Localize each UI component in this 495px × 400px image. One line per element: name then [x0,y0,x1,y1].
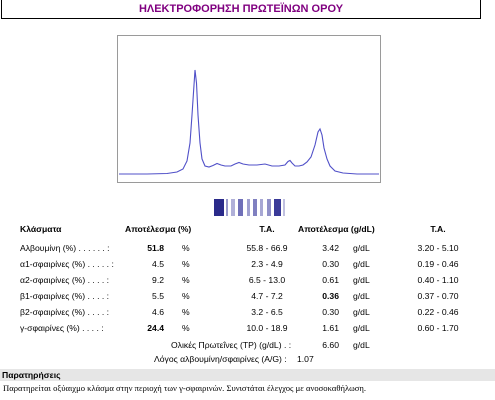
ref-range-pct: 4.7 - 7.2 [251,291,283,301]
result-pct-value: 9.2 [152,275,164,285]
pct-unit: % [182,259,190,269]
ref-range-gdl: 0.37 - 0.70 [417,291,459,301]
ref-range-pct: 3.2 - 6.5 [251,307,283,317]
gel-band-strip [212,199,290,216]
remarks-text: Παρατηρείται οξύαιχμο κλάσμα στην περιοχ… [3,383,367,393]
ag-ratio-row: Λόγος αλβουμίνη/σφαιρίνες (A/G) : 1.07 [0,352,495,366]
pct-unit: % [182,291,190,301]
table-row: Αλβουμίνη (%) . . . . . . : 51.8% 55.8 - 6… [0,241,495,255]
total-protein-unit: g/dL [353,340,370,350]
pct-unit: % [182,323,190,333]
table-row: α2-σφαιρίνες (%) . . . . : 9.2% 6.5 - 13.0… [0,273,495,287]
table-row: β2-σφαιρίνες (%) . . . . : 4.6% 3.2 - 6.5 0… [0,305,495,319]
total-protein-value: 6.60 [322,340,339,350]
result-gdl-value: 0.30 [322,307,339,317]
gamma-band [274,199,281,216]
table-row: α1-σφαιρίνες (%) . . . . . : 4.5% 2.3 - 4.… [0,257,495,271]
col-result-pct: Αποτέλεσμα (%) [125,224,192,234]
gdl-unit: g/dL [353,323,370,333]
fraction-name: α2-σφαιρίνες (%) . . . . : [20,275,110,285]
fraction-name: γ-σφαιρίνες (%) . . . . : [20,323,104,333]
result-gdl-value: 0.30 [322,259,339,269]
ref-range-gdl: 0.19 - 0.46 [417,259,459,269]
result-pct-value: 5.5 [152,291,164,301]
result-pct-value: 51.8 [147,243,164,253]
ag-ratio-value: 1.07 [297,354,314,364]
table-header: Κλάσματα Αποτέλεσμα (%) Τ.Α. Αποτέλεσμα … [0,222,495,236]
result-pct-value: 4.6 [152,307,164,317]
result-pct-value: 4.5 [152,259,164,269]
result-gdl-value: 0.61 [322,275,339,285]
total-protein-label: Ολικές Πρωτεΐνες (TP) (g/dL) . : [171,340,292,350]
col-ref-range-gdl: Τ.Α. [430,224,446,234]
table-row: β1-σφαιρίνες (%) . . . . : 5.5% 4.7 - 7.2 0… [0,289,495,303]
electrophoresis-plot [117,35,381,183]
ref-range-pct: 6.5 - 13.0 [248,275,286,285]
fraction-name: Αλβουμίνη (%) . . . . . . : [20,243,110,253]
col-ref-range-pct: Τ.Α. [259,224,275,234]
result-gdl-value: 0.36 [322,291,339,301]
result-pct-value: 24.4 [147,323,164,333]
ref-range-gdl: 0.60 - 1.70 [417,323,459,333]
report-title: ΗΛΕΚΤΡΟΦΟΡΗΣΗ ΠΡΩΤΕΪΝΩΝ ΟΡΟΥ [1,0,481,19]
plot-frame [117,35,381,183]
ref-range-gdl: 3.20 - 5.10 [417,243,459,253]
pct-unit: % [182,307,190,317]
ref-range-pct: 55.8 - 66.9 [246,243,288,253]
col-result-gdl: Αποτέλεσμα (g/dL) [298,224,375,234]
total-protein-row: Ολικές Πρωτεΐνες (TP) (g/dL) . : 6.60 g/… [0,338,495,352]
ref-range-pct: 2.3 - 4.9 [251,259,283,269]
result-gdl-value: 1.61 [322,323,339,333]
gdl-unit: g/dL [353,243,370,253]
col-fraction: Κλάσματα [20,224,62,234]
ag-ratio-label: Λόγος αλβουμίνη/σφαιρίνες (A/G) : [154,354,287,364]
table-row: γ-σφαιρίνες (%) . . . . : 24.4% 10.0 - 18.… [0,321,495,335]
gdl-unit: g/dL [353,307,370,317]
electrophoresis-trace [119,69,379,175]
fraction-name: α1-σφαιρίνες (%) . . . . . : [20,259,114,269]
ref-range-gdl: 0.40 - 1.10 [417,275,459,285]
ref-range-gdl: 0.22 - 0.46 [417,307,459,317]
result-gdl-value: 3.42 [322,243,339,253]
remarks-heading: Παρατηρήσεις [0,369,495,381]
fraction-name: β2-σφαιρίνες (%) . . . . : [20,307,110,317]
ref-range-pct: 10.0 - 18.9 [246,323,288,333]
pct-unit: % [182,243,190,253]
gdl-unit: g/dL [353,291,370,301]
albumin-band [214,199,224,216]
gdl-unit: g/dL [353,259,370,269]
fraction-name: β1-σφαιρίνες (%) . . . . : [20,291,110,301]
pct-unit: % [182,275,190,285]
gdl-unit: g/dL [353,275,370,285]
